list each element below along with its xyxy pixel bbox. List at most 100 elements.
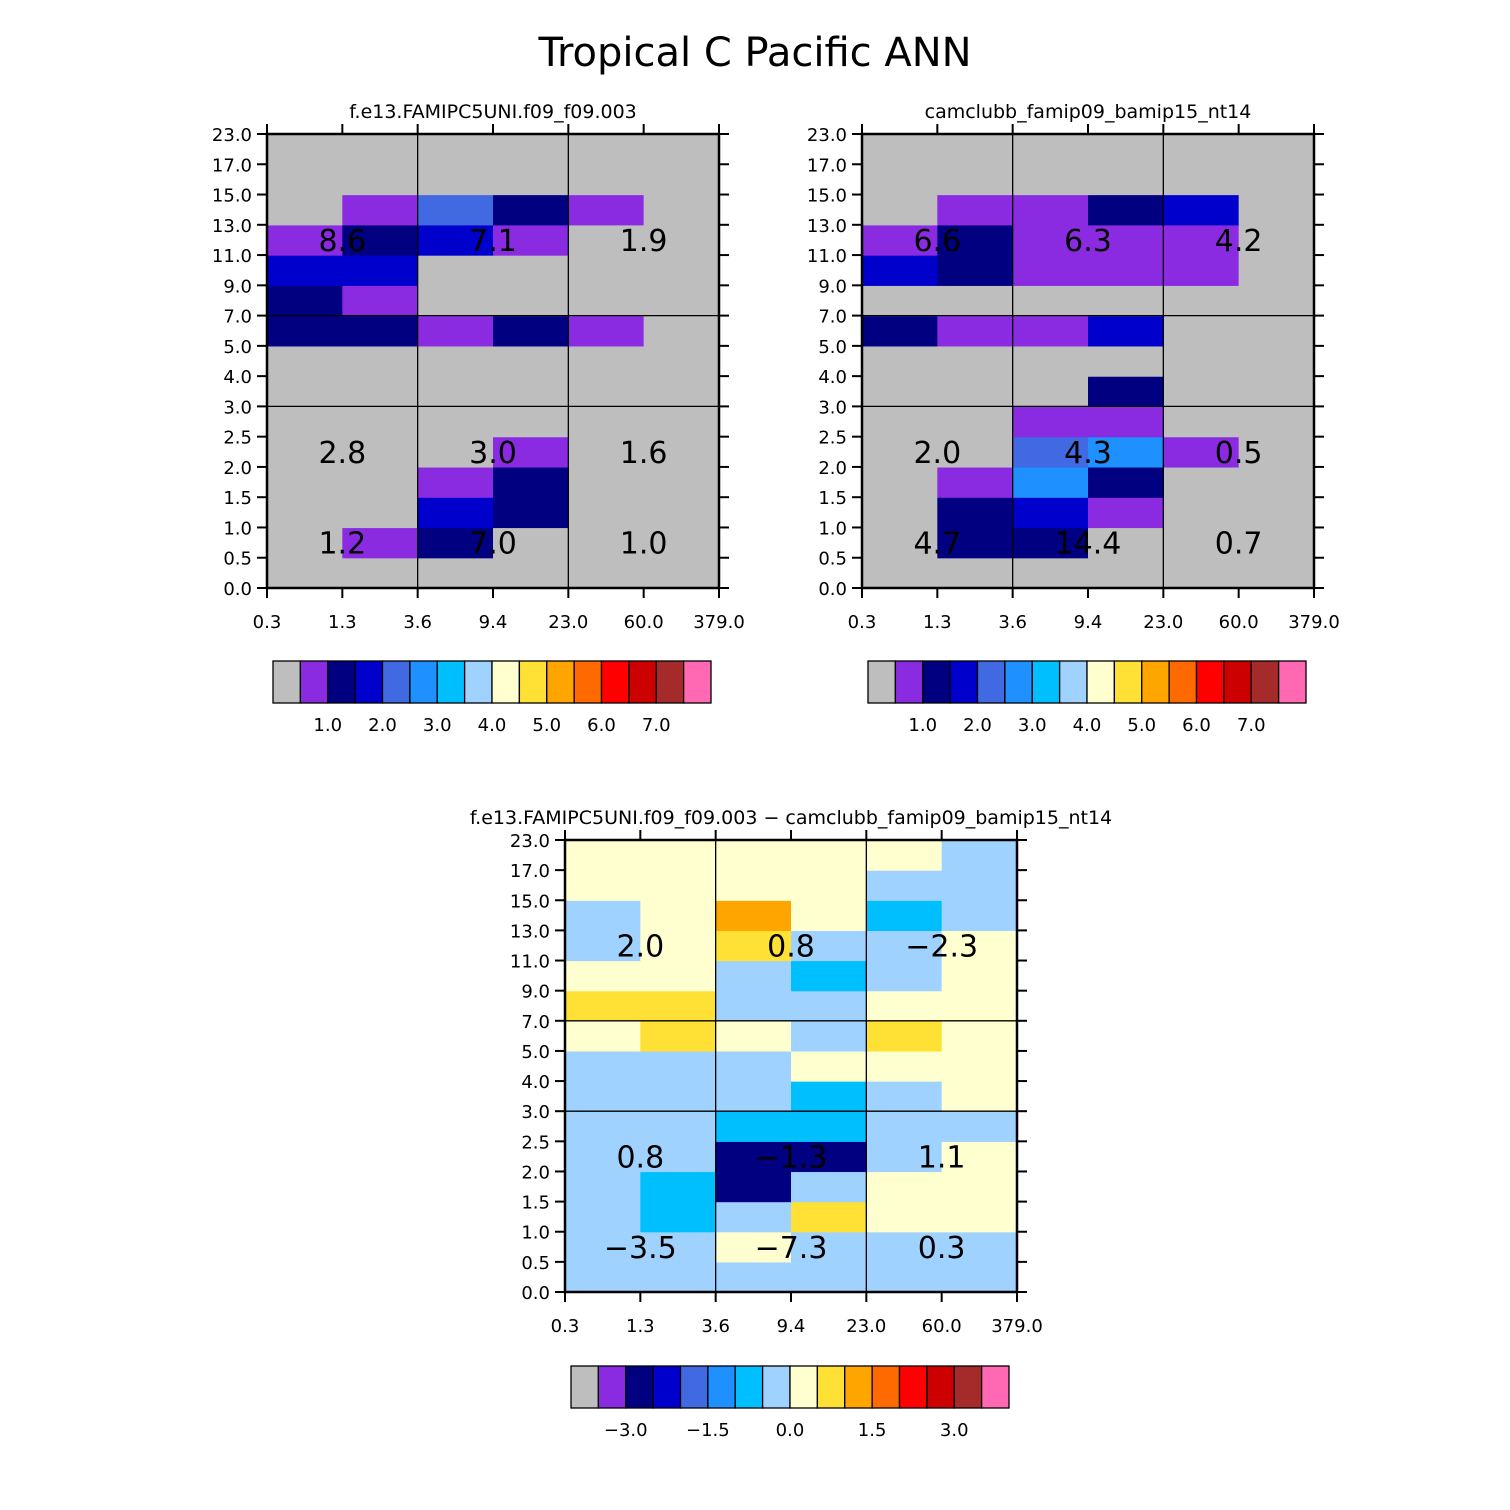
heatmap-cell: [493, 406, 569, 438]
colorbar-tick-label: 7.0: [642, 715, 671, 736]
region-value-label: 4.7: [913, 527, 961, 562]
heatmap-cell: [941, 870, 1018, 901]
heatmap-cell: [791, 990, 867, 1022]
colorbar-tick-label: 3.0: [940, 1420, 969, 1441]
heatmap-cell: [941, 1141, 1018, 1173]
heatmap-cell: [640, 960, 717, 992]
heatmap-cell: [715, 960, 792, 992]
heatmap-cell: [493, 194, 569, 226]
heatmap-cell: [565, 1141, 641, 1173]
heatmap-cell: [1238, 497, 1315, 529]
heatmap-cell: [565, 1081, 641, 1112]
heatmap-cell: [342, 224, 419, 256]
heatmap-cell: [791, 960, 867, 992]
heatmap-cell: [640, 990, 717, 1022]
heatmap-cell: [866, 1020, 943, 1052]
y-tick-label: 2.0: [818, 458, 847, 479]
heatmap-cell: [1088, 345, 1164, 377]
colorbar-swatch: [894, 660, 924, 704]
heatmap-cell: [640, 1111, 717, 1142]
colorbar-swatch: [436, 660, 466, 704]
x-tick-label: 379.0: [991, 1316, 1043, 1337]
heatmap-cell: [862, 466, 938, 498]
region-value-label: 1.1: [918, 1140, 966, 1175]
colorbar-swatch: [600, 660, 630, 704]
y-tick-label: 17.0: [807, 155, 847, 176]
colorbar-swatch: [381, 660, 411, 704]
heatmap-cell: [565, 1020, 641, 1052]
y-tick-label: 0.0: [223, 579, 252, 600]
y-tick-label: 3.0: [818, 397, 847, 418]
heatmap-cell: [1012, 406, 1089, 438]
heatmap-cell: [417, 224, 494, 256]
colorbar-swatch: [518, 660, 548, 704]
heatmap-cell: [643, 466, 720, 498]
heatmap-cell: [1238, 194, 1315, 226]
heatmap-cell: [267, 285, 343, 317]
colorbar-swatch: [546, 660, 575, 704]
heatmap-cell: [862, 224, 938, 256]
y-tick-label: 15.0: [807, 186, 847, 207]
heatmap-cell: [565, 1171, 641, 1203]
heatmap-cell: [1088, 134, 1164, 165]
heatmap-cell: [862, 436, 938, 468]
heatmap-cell: [267, 466, 343, 498]
colorbar-swatch: [976, 660, 1006, 704]
colorbar-swatch: [816, 1365, 846, 1409]
heatmap-cell: [791, 1111, 867, 1142]
colorbar-tick-label: 6.0: [587, 715, 616, 736]
heatmap-cell: [715, 1261, 792, 1293]
heatmap-cell: [493, 557, 569, 589]
heatmap-cell: [1238, 315, 1315, 347]
heatmap-cell: [941, 1020, 1018, 1052]
heatmap-cell: [791, 1231, 867, 1263]
colorbar-tick-label: 5.0: [1127, 715, 1156, 736]
heatmap-cell: [1163, 285, 1240, 317]
heatmap-cell: [568, 315, 645, 347]
y-tick-label: 1.5: [521, 1193, 550, 1214]
heatmap-cell: [342, 164, 419, 196]
colorbar-swatch: [655, 660, 685, 704]
colorbar-tick-label: 6.0: [1182, 715, 1211, 736]
heatmap-cell: [1012, 255, 1089, 286]
heatmap-cell: [941, 1111, 1018, 1142]
heatmap-cell: [568, 527, 645, 559]
colorbar-swatch: [570, 1365, 600, 1409]
colorbar-swatch: [761, 1365, 791, 1409]
heatmap-cell: [568, 557, 645, 589]
colorbar-swatch: [867, 660, 897, 704]
y-tick-label: 23.0: [510, 831, 550, 852]
y-tick-label: 0.5: [521, 1253, 550, 1274]
heatmap-cell: [267, 255, 343, 286]
y-tick-label: 1.0: [223, 518, 252, 539]
y-tick-label: 3.0: [223, 397, 252, 418]
heatmap-cell: [791, 1081, 867, 1112]
heatmap-cell: [643, 527, 720, 559]
panel-title: camclubb_famip09_bamip15_nt14: [925, 101, 1252, 123]
heatmap-cell: [941, 960, 1018, 992]
panel-1: f.e13.FAMIPC5UNI.f09_f09.003 0.0 0.5 1.0 1.5…: [212, 101, 745, 736]
region-value-label: 0.5: [1215, 436, 1263, 471]
heatmap-cell: [1163, 194, 1240, 226]
y-tick-label: 0.5: [818, 549, 847, 570]
heatmap-cell: [643, 164, 720, 196]
colorbar-swatch: [625, 1365, 654, 1409]
region-value-label: 0.3: [918, 1231, 966, 1266]
heatmap-cell: [941, 930, 1018, 962]
y-tick-label: 1.5: [223, 488, 252, 509]
region-value-label: 0.8: [616, 1140, 664, 1175]
colorbar-swatch: [949, 660, 979, 704]
colorbar-swatch: [789, 1365, 819, 1409]
heatmap-cell: [640, 1020, 717, 1052]
region-value-label: −1.3: [755, 1140, 828, 1175]
region-value-label: 3.0: [469, 436, 517, 471]
y-tick-label: 0.0: [521, 1283, 550, 1304]
x-tick-label: 60.0: [1219, 612, 1259, 633]
x-tick-label: 379.0: [1288, 612, 1340, 633]
heatmap-cell: [640, 870, 717, 901]
heatmap-cell: [1088, 436, 1164, 468]
heatmap-cell: [493, 376, 569, 407]
heatmap-cell: [1012, 557, 1089, 589]
heatmap-cell: [267, 497, 343, 529]
